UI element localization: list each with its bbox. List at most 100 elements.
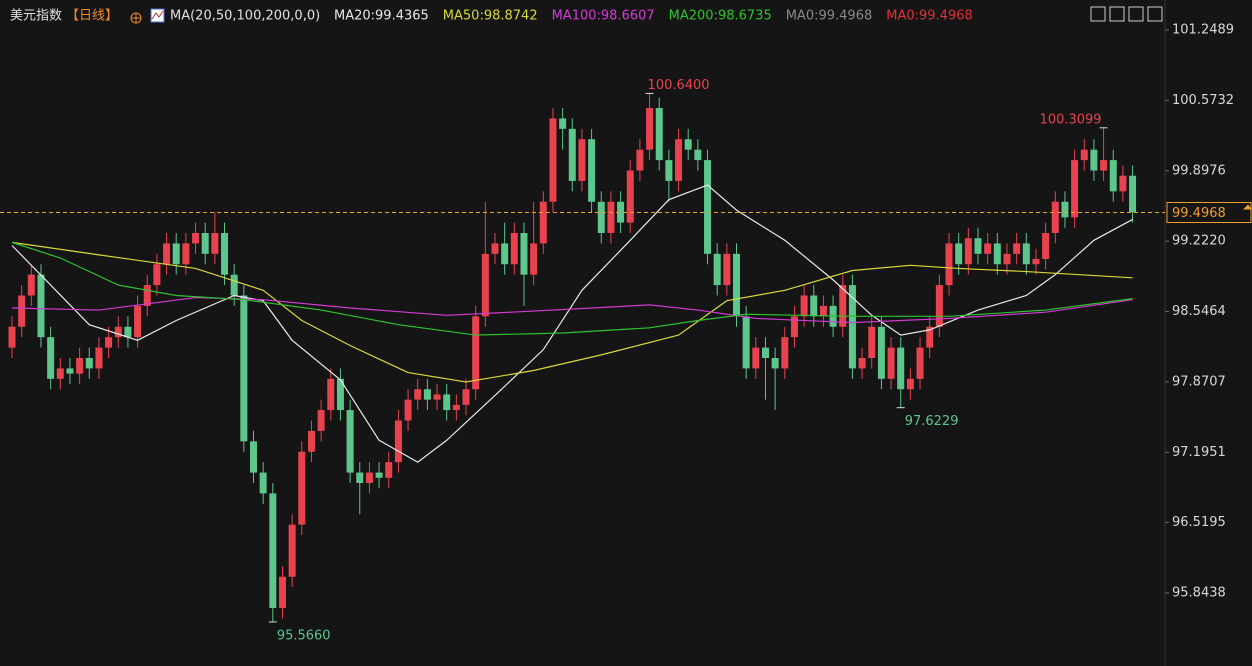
candle-body [1003, 253, 1011, 265]
candle-body [1042, 233, 1050, 260]
candle-body [105, 337, 113, 348]
candle-body [1100, 160, 1108, 171]
candle-body [984, 243, 992, 254]
candle-body [781, 337, 789, 369]
candle-body [269, 493, 277, 608]
candle-body [675, 139, 683, 181]
candle-body [298, 451, 306, 525]
plot: 101.2489 100.5732 99.8976 99.2220 98.5464 97.… [0, 23, 1252, 643]
candle-body [704, 160, 712, 254]
candle-body [1061, 201, 1069, 218]
candle-body [37, 274, 45, 338]
candle-body [336, 378, 344, 411]
candle-body [510, 233, 518, 265]
candle-body [404, 399, 412, 421]
ma-icon-line [151, 10, 164, 20]
candle-body [868, 326, 876, 358]
candle-body [462, 389, 470, 405]
candle-body [423, 389, 431, 400]
candle-body [481, 253, 489, 317]
y-tick-label: 97.8707 [1172, 374, 1226, 389]
candle-body [172, 243, 180, 265]
legend-entry: MA200:98.6735 [669, 9, 772, 24]
last-price-label: 99.4968 [1172, 206, 1226, 221]
candle-body [993, 243, 1001, 265]
candle-body [752, 347, 760, 369]
candle-body [636, 149, 644, 171]
candle-body [394, 420, 402, 463]
tool-button[interactable] [1109, 6, 1125, 22]
candle-body [810, 295, 818, 317]
tool-button[interactable] [1128, 6, 1144, 22]
candle-body [694, 149, 702, 161]
candle-body [974, 238, 982, 254]
candle-body [819, 305, 827, 317]
candle-body [1129, 175, 1137, 213]
candle-body [964, 238, 972, 265]
candle-body [452, 404, 460, 411]
legend-entry: MA100:98.6607 [552, 9, 655, 24]
candle-body [839, 285, 847, 327]
candle-body [858, 357, 866, 369]
candle-body [955, 243, 963, 265]
candle-body [549, 118, 557, 202]
candle-body [887, 347, 895, 379]
candle-body [597, 201, 605, 234]
chart-title: 美元指数 [10, 9, 62, 24]
candle-body [1022, 243, 1030, 265]
candle-body [1032, 259, 1040, 265]
candle-body [848, 285, 856, 369]
candle-body [1109, 160, 1117, 192]
candle-body [433, 394, 441, 400]
candle-body [742, 316, 750, 369]
candle-body [530, 243, 538, 275]
y-tick-label: 97.1951 [1172, 445, 1226, 460]
candle-body [124, 326, 132, 338]
candle-body [278, 576, 286, 608]
y-tick-label: 98.5464 [1172, 304, 1226, 319]
candle-body [211, 233, 219, 254]
candle-body [501, 243, 509, 265]
candle-body [134, 305, 142, 338]
candle-body [897, 347, 905, 390]
candle-body [626, 170, 634, 223]
candle-body [1090, 149, 1098, 171]
candle-body [800, 295, 808, 317]
candle-body [443, 394, 451, 411]
candle-body [47, 337, 55, 379]
annotation-label: 95.5660 [277, 628, 331, 643]
ma-line [11, 241, 1133, 383]
candle-body [317, 410, 325, 431]
y-tick-label: 101.2489 [1172, 23, 1234, 38]
annotation-label: 100.6400 [648, 78, 710, 93]
candle-body [906, 378, 914, 390]
candle-body [761, 347, 769, 358]
candle-body [472, 316, 480, 390]
candle-body [771, 357, 779, 369]
candle-body [520, 233, 528, 275]
legend-entry: MA50:98.8742 [443, 9, 538, 24]
legend-entry: MA0:99.4968 [886, 9, 973, 24]
candle-body [27, 274, 35, 296]
tool-button[interactable] [1090, 6, 1106, 22]
candle-body [385, 462, 393, 478]
candle-body [713, 253, 721, 286]
candle-body [1071, 160, 1079, 218]
candle-body [733, 253, 740, 317]
candle-body [617, 201, 625, 223]
y-tick-label: 95.8438 [1172, 586, 1226, 601]
candle-body [414, 389, 422, 400]
tool-button[interactable] [1147, 6, 1163, 22]
toolbar [1090, 6, 1163, 22]
candle-body [153, 264, 161, 286]
period[interactable]: 【日线】 [66, 9, 118, 24]
candle-body [665, 160, 673, 181]
candle-body [790, 316, 798, 338]
candle-body [365, 472, 373, 483]
ma-line [11, 241, 1133, 336]
candle-body [8, 326, 16, 348]
candle-body [230, 274, 238, 296]
candle-body [935, 285, 943, 327]
